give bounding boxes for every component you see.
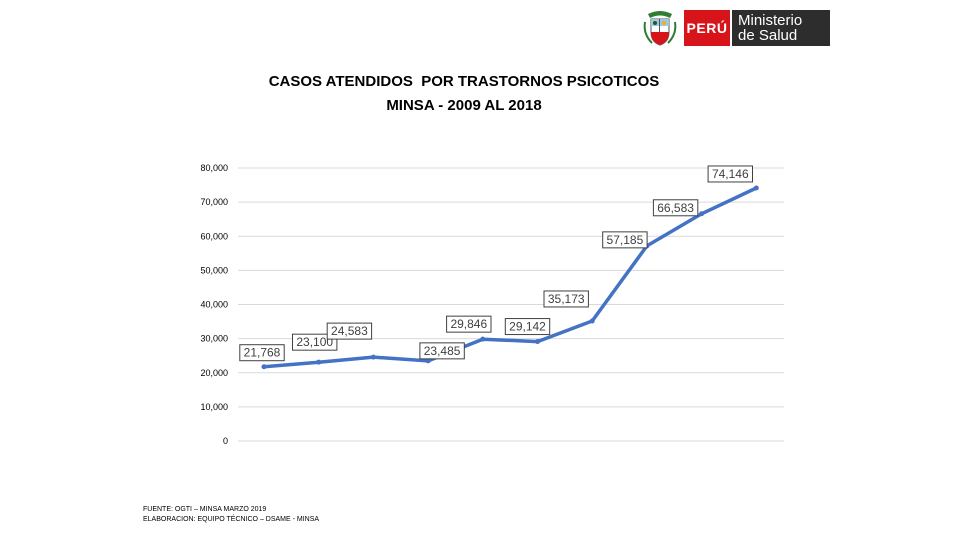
data-label-text: 23,485 (424, 344, 461, 358)
data-points (261, 185, 759, 370)
y-tick-label: 60,000 (200, 231, 228, 241)
data-label-box (707, 165, 753, 183)
data-label: 23,485 (419, 342, 465, 360)
data-label-text: 74,146 (712, 167, 749, 181)
data-point (535, 339, 540, 345)
data-point (699, 211, 705, 217)
ministry-logo: PERÚ Ministerio de Salud (640, 8, 830, 48)
chart-title: CASOS ATENDIDOS POR TRASTORNOS PSICOTICO… (268, 73, 660, 90)
series-line-group (263, 186, 758, 369)
data-point (370, 354, 376, 360)
y-tick-label: 20,000 (200, 368, 228, 378)
data-label: 66,583 (652, 199, 699, 217)
data-label-box (326, 322, 373, 340)
data-label-box (419, 342, 465, 360)
data-label-box (652, 199, 699, 217)
data-label: 74,146 (707, 165, 753, 183)
data-label-box (504, 318, 551, 336)
ministry-line-1: Ministerio (738, 12, 803, 29)
data-label-box (292, 333, 338, 351)
data-label-text: 21,768 (244, 346, 281, 360)
data-label: 23,100 (292, 333, 338, 351)
data-point (316, 359, 322, 365)
data-label: 35,173 (543, 290, 589, 308)
data-point (425, 358, 431, 364)
data-label-text: 24,583 (331, 324, 368, 338)
grid-lines (238, 167, 784, 442)
data-label-box (543, 290, 589, 308)
y-tick-label: 10,000 (200, 402, 228, 412)
data-label-text: 57,185 (607, 233, 644, 247)
source-note: FUENTE: OGTI – MINSA MARZO 2019 (143, 506, 267, 513)
data-label-text: 35,173 (548, 292, 585, 306)
peru-label: PERÚ (686, 20, 728, 36)
chart-title-block: CASOS ATENDIDOS POR TRASTORNOS PSICOTICO… (232, 70, 696, 118)
data-label-text: 23,100 (296, 335, 333, 349)
y-tick-label: 50,000 (200, 265, 228, 275)
series-line (263, 186, 758, 369)
peru-coat-of-arms-icon (643, 11, 677, 46)
y-axis-ticks: 0 10,000 20,000 30,000 40,000 50,000 60,000 70,… (200, 163, 228, 446)
y-tick-label: 0 (223, 436, 228, 446)
elaboration-note: ELABORACION: EQUIPO TÉCNICO – DSAME - MI… (143, 516, 320, 523)
data-point (261, 364, 267, 370)
data-label: 29,846 (446, 315, 492, 333)
data-label-text: 66,583 (657, 201, 694, 215)
ministry-badge: Ministerio de Salud (732, 10, 830, 46)
data-point (480, 336, 486, 342)
y-tick-label: 30,000 (200, 334, 228, 344)
footer-notes: FUENTE: OGTI – MINSA MARZO 2019 ELABORAC… (143, 505, 319, 525)
y-tick-label: 70,000 (200, 197, 228, 207)
data-label-box (602, 231, 648, 249)
data-label-box (239, 344, 285, 362)
data-label-text: 29,142 (509, 320, 546, 334)
data-label: 24,583 (326, 322, 373, 340)
data-label-text: 29,846 (450, 317, 487, 331)
data-point (589, 318, 595, 324)
data-label: 21,768 (239, 344, 285, 362)
y-tick-label: 40,000 (200, 300, 228, 310)
data-label: 57,185 (602, 231, 648, 249)
y-tick-label: 80,000 (200, 163, 228, 173)
peru-badge: PERÚ (684, 10, 730, 46)
ministry-line-2: de Salud (738, 27, 798, 44)
data-label: 29,142 (504, 318, 551, 336)
data-point (753, 185, 759, 191)
chart-subtitle: MINSA - 2009 AL 2018 (386, 97, 542, 114)
data-label-box (446, 315, 492, 333)
